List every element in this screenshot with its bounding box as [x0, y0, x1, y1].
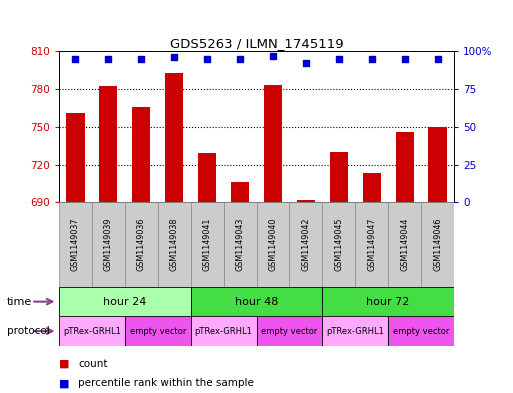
- Text: GSM1149042: GSM1149042: [301, 218, 310, 272]
- Text: pTRex-GRHL1: pTRex-GRHL1: [63, 327, 121, 336]
- Bar: [322, 316, 388, 346]
- Bar: [191, 202, 224, 287]
- Point: [236, 55, 244, 62]
- Bar: [388, 202, 421, 287]
- Bar: [158, 202, 191, 287]
- Text: pTRex-GRHL1: pTRex-GRHL1: [194, 327, 252, 336]
- Bar: [256, 316, 322, 346]
- Bar: [264, 85, 282, 202]
- Text: GSM1149036: GSM1149036: [137, 218, 146, 271]
- Bar: [59, 287, 191, 316]
- Point: [137, 55, 145, 62]
- Bar: [191, 316, 256, 346]
- Text: GSM1149046: GSM1149046: [433, 218, 442, 271]
- Bar: [322, 287, 454, 316]
- Text: percentile rank within the sample: percentile rank within the sample: [78, 378, 254, 388]
- Point: [433, 55, 442, 62]
- Text: ■: ■: [59, 378, 69, 388]
- Point: [302, 60, 310, 66]
- Bar: [322, 202, 355, 287]
- Text: GSM1149044: GSM1149044: [400, 218, 409, 271]
- Bar: [396, 132, 413, 202]
- Text: pTRex-GRHL1: pTRex-GRHL1: [326, 327, 384, 336]
- Bar: [59, 316, 125, 346]
- Text: GSM1149039: GSM1149039: [104, 218, 113, 272]
- Text: GSM1149040: GSM1149040: [268, 218, 278, 271]
- Bar: [421, 202, 454, 287]
- Bar: [125, 202, 158, 287]
- Bar: [297, 200, 315, 202]
- Bar: [289, 202, 322, 287]
- Text: GSM1149041: GSM1149041: [203, 218, 212, 271]
- Bar: [231, 182, 249, 202]
- Text: protocol: protocol: [7, 326, 49, 336]
- Text: time: time: [7, 297, 32, 307]
- Bar: [66, 113, 85, 202]
- Text: GSM1149045: GSM1149045: [334, 218, 343, 272]
- Bar: [330, 152, 348, 202]
- Bar: [428, 127, 447, 202]
- Bar: [198, 153, 216, 202]
- Point: [269, 53, 277, 59]
- Bar: [132, 107, 150, 202]
- Bar: [100, 86, 117, 202]
- Text: empty vector: empty vector: [130, 327, 186, 336]
- Text: count: count: [78, 358, 108, 369]
- Bar: [355, 202, 388, 287]
- Point: [104, 55, 112, 62]
- Point: [71, 55, 80, 62]
- Text: empty vector: empty vector: [393, 327, 449, 336]
- Text: hour 72: hour 72: [366, 297, 410, 307]
- Bar: [92, 202, 125, 287]
- Bar: [191, 287, 322, 316]
- Point: [170, 54, 179, 60]
- Text: ■: ■: [59, 358, 69, 369]
- Bar: [165, 73, 183, 202]
- Point: [401, 55, 409, 62]
- Bar: [59, 202, 92, 287]
- Text: GSM1149037: GSM1149037: [71, 218, 80, 272]
- Bar: [125, 316, 191, 346]
- Text: empty vector: empty vector: [261, 327, 318, 336]
- Text: GSM1149043: GSM1149043: [235, 218, 245, 271]
- Bar: [363, 173, 381, 202]
- Text: hour 48: hour 48: [235, 297, 278, 307]
- Text: GSM1149038: GSM1149038: [170, 218, 179, 271]
- Point: [334, 55, 343, 62]
- Point: [368, 55, 376, 62]
- Bar: [224, 202, 256, 287]
- Text: GSM1149047: GSM1149047: [367, 218, 376, 272]
- Text: hour 24: hour 24: [103, 297, 147, 307]
- Point: [203, 55, 211, 62]
- Title: GDS5263 / ILMN_1745119: GDS5263 / ILMN_1745119: [170, 37, 343, 50]
- Bar: [256, 202, 289, 287]
- Bar: [388, 316, 454, 346]
